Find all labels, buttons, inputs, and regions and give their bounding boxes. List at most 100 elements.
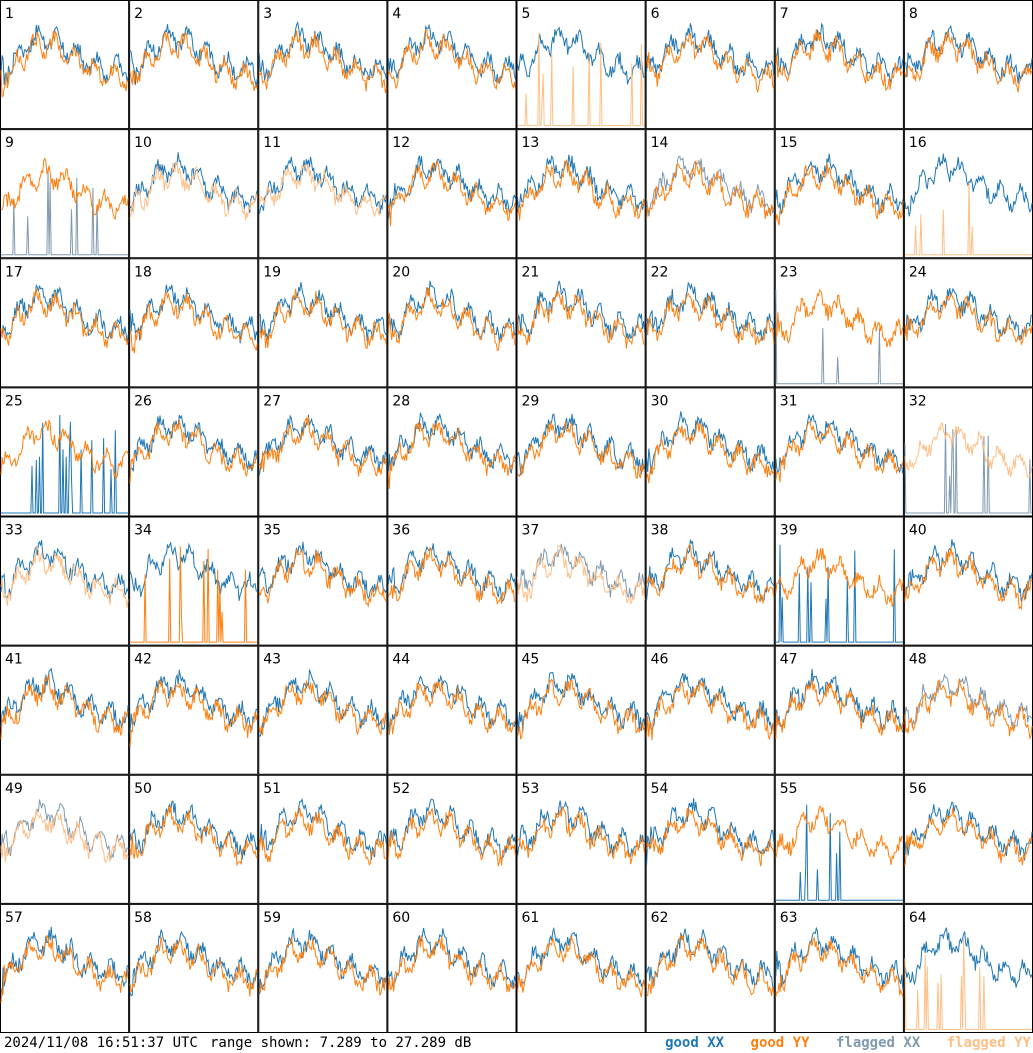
panel-label: 5 [522,6,531,22]
panel-border [516,645,646,775]
series-xx-39 [775,544,903,643]
panel-label: 58 [134,910,152,926]
panel-border [516,774,646,904]
panel-label: 15 [780,135,798,151]
series-yy-61 [517,934,646,998]
series-yy-41 [0,674,129,740]
panel-29: 29 [516,387,646,517]
panel-label: 60 [392,910,410,926]
panel-label: 52 [392,781,410,797]
panel-label: 17 [5,264,23,280]
series-yy-3 [258,30,387,94]
series-yy-39 [775,547,904,607]
panel-label: 7 [780,6,789,22]
panel-label: 11 [263,135,281,151]
series-yy-34 [130,546,258,643]
panel-border [258,774,388,904]
series-yy-38 [646,544,775,604]
series-xx-41 [0,667,129,733]
panel-border [0,645,130,775]
panel-label: 20 [392,264,410,280]
panel-4: 4 [387,0,517,130]
series-yy-23 [775,289,904,348]
panel-label: 26 [134,393,152,409]
panel-33: 33 [0,516,130,646]
panel-label: 35 [263,523,281,539]
series-xx-1 [0,24,129,86]
panel-border [516,903,646,1033]
series-yy-29 [517,420,646,479]
series-xx-7 [775,22,904,86]
series-yy-45 [517,678,646,740]
panel-border [0,903,130,1033]
series-xx-60 [387,927,516,990]
series-yy-42 [129,678,258,747]
series-yy-48 [904,678,1033,740]
series-xx-2 [129,24,258,87]
series-yy-44 [387,681,516,736]
panel-border [387,903,517,1033]
panel-label: 12 [392,135,410,151]
panel-label: 49 [5,781,23,797]
panel-label: 29 [522,393,540,409]
series-yy-10 [129,160,258,221]
legend-good-xx: good XX [665,1035,725,1051]
panel-border [774,387,904,517]
series-xx-52 [387,798,516,862]
panel-label: 54 [651,781,669,797]
series-yy-15 [775,162,904,226]
series-yy-35 [258,548,387,608]
panel-label: 63 [780,910,798,926]
series-yy-33 [0,547,129,608]
panel-7: 7 [774,0,904,130]
panel-58: 58 [129,903,259,1033]
series-xx-44 [387,674,516,735]
panel-border [129,387,259,517]
series-xx-26 [129,414,258,472]
panel-border [129,774,259,904]
panel-37: 37 [516,516,646,646]
series-yy-62 [646,934,775,997]
panel-label: 45 [522,652,540,668]
panel-label: 32 [909,393,927,409]
panel-border [387,774,517,904]
panel-25: 25 [0,387,130,517]
series-xx-37 [517,543,646,600]
panel-60: 60 [387,903,517,1033]
panel-border [0,258,130,388]
series-yy-12 [387,159,516,227]
panel-label: 40 [909,523,927,539]
panel-border [774,645,904,775]
panel-18: 18 [129,258,259,388]
panel-border [129,0,259,130]
panel-border [129,903,259,1033]
series-yy-13 [517,158,646,221]
panel-border [387,387,517,517]
legend-flagged-yy: flagged YY [946,1035,1031,1051]
panel-border [645,258,775,388]
panel-30: 30 [645,387,775,517]
legend-flagged-xx: flagged XX [835,1035,921,1051]
panel-27: 27 [258,387,388,517]
panel-15: 15 [774,129,904,259]
panel-label: 39 [780,523,798,539]
panel-35: 35 [258,516,388,646]
panel-5: 5 [516,0,646,130]
panel-label: 51 [263,781,281,797]
panel-label: 55 [780,781,798,797]
panel-43: 43 [258,645,388,775]
series-xx-56 [904,801,1033,861]
panel-label: 24 [909,264,927,280]
series-yy-51 [258,807,387,866]
timestamp-label: 2024/11/08 16:51:37 UTC [4,1035,198,1051]
panel-border [516,0,646,130]
series-yy-19 [258,288,387,349]
panel-39: 39 [774,516,904,646]
series-xx-31 [775,413,904,475]
panel-border [645,903,775,1033]
panel-label: 23 [780,264,798,280]
legend: good XX good YY flagged XX flagged YY [647,1034,1031,1052]
panel-label: 33 [5,523,23,539]
series-xx-48 [904,673,1033,731]
panel-border [129,129,259,259]
